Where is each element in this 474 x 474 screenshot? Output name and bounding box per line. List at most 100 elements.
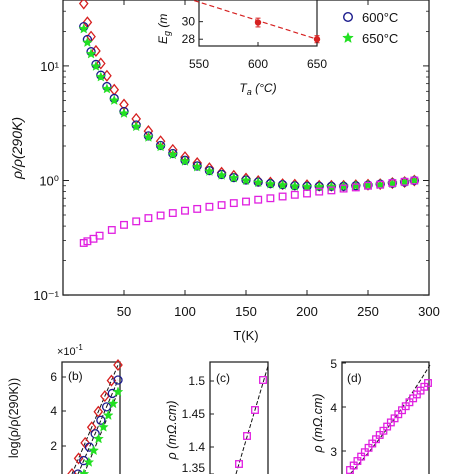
panel-c-point-3 xyxy=(259,376,267,384)
data-point-s2-6 xyxy=(108,94,120,105)
data-point-s3-13 xyxy=(217,201,226,210)
panel-d-frame xyxy=(341,361,430,474)
data-point-s3-28 xyxy=(400,177,409,186)
inset-y-sub: g xyxy=(162,31,172,36)
data-point-s2-13 xyxy=(191,161,203,172)
inset-x-unit: (°C) xyxy=(252,81,277,95)
data-point-s2-4 xyxy=(95,71,107,82)
panel-c-y-axis-label: ρ (mΩ.cm) xyxy=(165,400,179,460)
panel-b-exponent-base: ×10 xyxy=(57,346,76,358)
panel-d-point-21 xyxy=(424,379,432,387)
panel-d-y-tick-label-1: 4 xyxy=(330,401,337,415)
panel-b-point-s1-7 xyxy=(113,375,123,385)
data-point-s3-4 xyxy=(107,226,116,234)
panel-b-exponent: ×10-1 xyxy=(57,343,83,358)
data-point-s3-25 xyxy=(364,181,372,190)
panel-c-fit-line xyxy=(235,365,269,474)
data-point-s3-18 xyxy=(278,192,287,201)
data-point-s3-19 xyxy=(290,190,299,199)
inset-data-point-1 xyxy=(313,36,321,43)
panel-b-point-s2-2 xyxy=(88,445,99,456)
panel-d: 5 4 3 (d) ρ (mΩ.cm) xyxy=(311,357,432,474)
panel-b-point-s0-1 xyxy=(73,452,84,465)
data-point-s2-16 xyxy=(228,172,240,183)
x-tick-label-2: 150 xyxy=(235,304,257,319)
x-tick-label-4: 250 xyxy=(357,304,379,319)
data-point-s2-21 xyxy=(289,180,301,191)
main-y-ticks: 10⁻¹ 10⁰ 10¹ xyxy=(33,10,429,303)
data-point-s3-26 xyxy=(376,180,385,189)
data-point-s0-4 xyxy=(95,57,106,70)
panel-b: ×10-1 6 4 2 (b) log(ρ/ρ(290K)) xyxy=(7,343,124,474)
x-tick-label-1: 100 xyxy=(174,304,196,319)
data-point-s2-15 xyxy=(216,169,227,180)
data-point-s2-23 xyxy=(313,181,325,192)
panel-b-point-s0-7 xyxy=(113,358,123,372)
panel-c-point-0 xyxy=(235,460,243,468)
main-series-marks xyxy=(78,0,420,247)
panel-d-y-tick-label-0: 5 xyxy=(330,357,337,371)
y-tick-label-1: 10⁰ xyxy=(39,174,59,189)
panel-c-y-tick-label-3: 1.35 xyxy=(182,461,206,474)
inset-x-tick-label-2: 650 xyxy=(307,57,327,71)
x-tick-label-5: 300 xyxy=(418,304,440,319)
inset-x-tick-label-0: 550 xyxy=(189,57,209,71)
data-point-s3-16 xyxy=(254,195,263,204)
panel-b-fit-line-1 xyxy=(77,379,119,474)
panel-c-point-1 xyxy=(243,432,251,440)
panel-c-y-ticks: 1.5 1.45 1.4 1.35 xyxy=(182,374,214,474)
data-point-s3-7 xyxy=(144,214,153,223)
data-point-s3-14 xyxy=(229,199,238,208)
panel-b-exponent-power: -1 xyxy=(76,343,84,352)
panel-b-point-s2-3 xyxy=(93,433,104,444)
panel-b-y-axis-label: log(ρ/ρ(290K)) xyxy=(7,378,21,458)
inset-x-axis-label: Ta (°C) xyxy=(239,81,276,97)
data-point-s3-21 xyxy=(315,187,324,196)
panel-b-point-s2-6 xyxy=(107,398,119,409)
panel-b-point-s2-4 xyxy=(98,421,109,432)
data-point-s3-3 xyxy=(95,231,104,240)
main-x-axis-label: T(K) xyxy=(233,328,258,343)
panel-b-y-tick-label-0: 6 xyxy=(50,370,57,384)
panel-b-y-tick-label-1: 4 xyxy=(50,404,57,418)
panel-c: 1.5 1.45 1.4 1.35 (c) ρ (mΩ.cm) xyxy=(165,361,269,474)
data-point-s2-20 xyxy=(277,179,288,190)
panel-d-y-ticks: 5 4 3 xyxy=(330,357,346,459)
data-point-s2-18 xyxy=(252,176,264,188)
inset-x-var: T xyxy=(239,81,248,95)
data-point-s3-29 xyxy=(410,176,419,185)
panel-c-y-tick-label-2: 1.4 xyxy=(188,440,205,454)
data-point-s3-9 xyxy=(168,209,177,217)
panel-c-y-tick-label-0: 1.5 xyxy=(188,374,205,388)
data-point-s3-24 xyxy=(351,183,360,192)
panel-d-y-tick-label-2: 3 xyxy=(330,445,337,459)
data-point-s2-0 xyxy=(78,23,90,34)
legend-marker-600 xyxy=(343,11,354,23)
inset-x-sub: a xyxy=(247,87,252,97)
inset-y-unit: (m xyxy=(156,14,170,31)
panel-b-point-s0-5 xyxy=(100,390,110,403)
data-point-s3-22 xyxy=(327,186,336,195)
panel-b-point-s1-4 xyxy=(96,415,106,425)
data-point-s2-14 xyxy=(204,165,215,176)
panel-c-y-tick-label-1: 1.45 xyxy=(182,407,206,421)
panel-b-point-s2-5 xyxy=(103,409,114,420)
panel-b-point-s2-1 xyxy=(83,456,95,467)
panel-b-y-ticks: 6 4 2 xyxy=(50,370,66,453)
inset-data-point-0 xyxy=(254,19,262,26)
data-point-s2-22 xyxy=(301,181,313,192)
data-point-s3-20 xyxy=(303,189,311,198)
x-tick-label-3: 200 xyxy=(296,304,318,319)
main-y-axis-label: ρ/ρ(290K) xyxy=(9,117,25,180)
data-point-s3-11 xyxy=(193,204,202,213)
panel-c-marks xyxy=(235,365,269,474)
data-point-s3-5 xyxy=(120,220,128,229)
data-point-s2-24 xyxy=(326,181,337,192)
data-point-s2-2 xyxy=(85,48,97,59)
legend-label-600: 600°C xyxy=(362,10,398,25)
data-point-s2-9 xyxy=(143,131,154,142)
y-tick-label-0: 10⁻¹ xyxy=(33,288,59,303)
